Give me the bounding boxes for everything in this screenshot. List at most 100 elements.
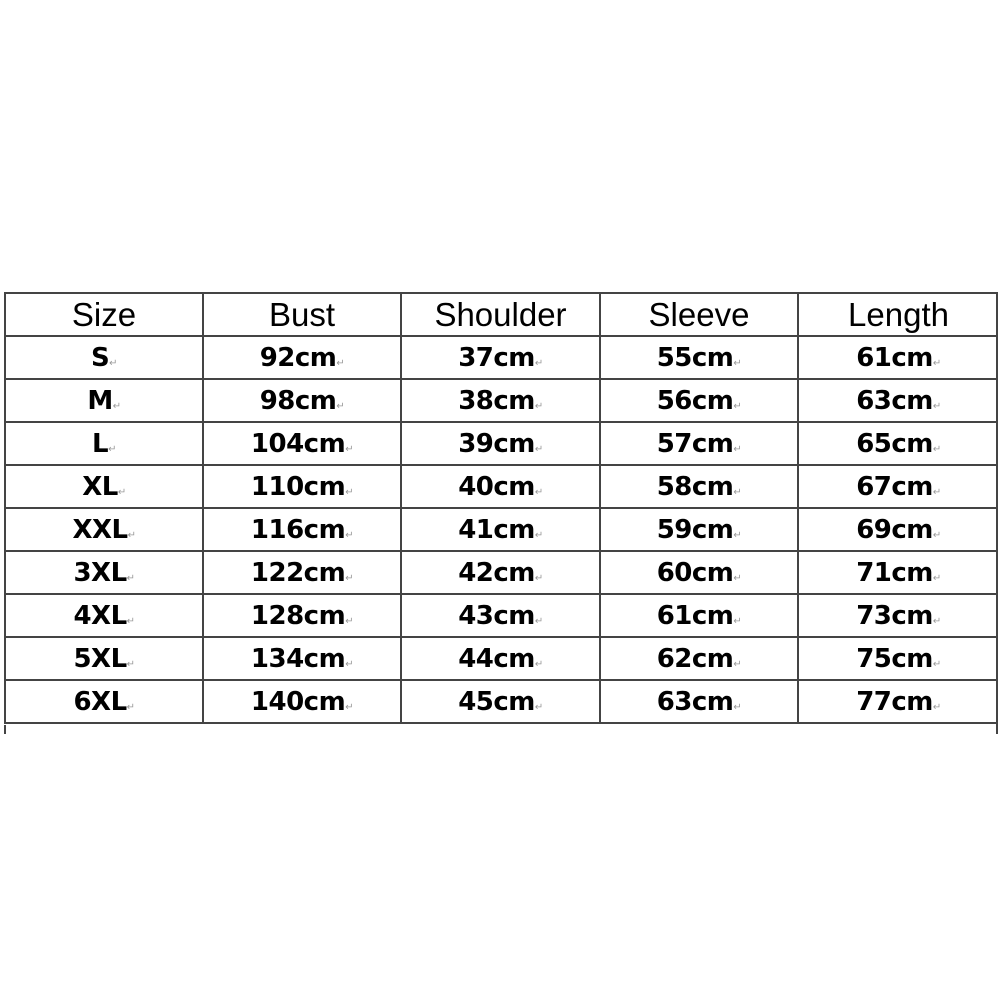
cell-value: 5XL: [73, 643, 127, 674]
table-cell-sleeve: 63cm↵: [599, 679, 799, 724]
table-cell-sleeve: 62cm↵: [599, 636, 799, 681]
table-cell-length: 63cm↵: [797, 378, 998, 423]
table-cell-shoulder: 41cm↵: [400, 507, 601, 552]
paragraph-mark-icon: ↵: [733, 400, 742, 412]
cell-value: 116cm: [250, 514, 346, 545]
paragraph-mark-icon: ↵: [345, 701, 354, 713]
cell-value: 98cm: [259, 385, 337, 416]
paragraph-mark-icon: ↵: [336, 357, 345, 369]
cell-value: 73cm: [856, 600, 933, 631]
table-cell-size: XXL↵: [4, 507, 204, 552]
cell-value: 58cm: [656, 471, 734, 502]
table-cell-shoulder: 43cm↵: [400, 593, 601, 638]
table-cell-length: 67cm↵: [797, 464, 998, 509]
paragraph-mark-icon: ↵: [733, 572, 742, 584]
paragraph-mark-icon: ↵: [534, 443, 543, 455]
paragraph-mark-icon: ↵: [112, 400, 121, 412]
paragraph-mark-icon: ↵: [345, 529, 354, 541]
table-cell-sleeve: 56cm↵: [599, 378, 799, 423]
paragraph-mark-icon: ↵: [534, 572, 543, 584]
paragraph-mark-icon: ↵: [733, 443, 742, 455]
cell-value: 63cm: [656, 686, 734, 717]
cell-value: 4XL: [73, 600, 127, 631]
table-cell-shoulder: 40cm↵: [400, 464, 601, 509]
table-cell-bust: 92cm↵: [202, 335, 402, 380]
paragraph-mark-icon: ↵: [733, 658, 742, 670]
cell-value: 104cm: [250, 428, 346, 459]
table-row: 5XL↵ 134cm ↵ 44cm↵ 62cm↵ 75cm ↵: [4, 636, 998, 681]
paragraph-mark-icon: ↵: [733, 615, 742, 627]
paragraph-mark-icon: ↵: [534, 529, 543, 541]
paragraph-mark-icon: ↵: [109, 357, 118, 369]
table-cell-shoulder: 42cm↵: [400, 550, 601, 595]
table-cell-size: 4XL↵: [4, 593, 204, 638]
cell-value: 122cm: [250, 557, 346, 588]
cell-value: 39cm: [458, 428, 535, 459]
table-cell-length: 69cm↵: [797, 507, 998, 552]
paragraph-mark-icon: ↵: [932, 572, 941, 584]
cell-value: 59cm: [656, 514, 734, 545]
table-cell-bust: 128cm↵: [202, 593, 402, 638]
cell-value: 140cm: [250, 686, 346, 717]
cell-value: 110cm: [250, 471, 346, 502]
paragraph-mark-icon: ↵: [126, 658, 135, 670]
table-cell-size: 5XL↵: [4, 636, 204, 681]
table-cell-length: 65cm↵: [797, 421, 998, 466]
paragraph-mark-icon: ↵: [932, 529, 941, 541]
cell-value: 65cm: [856, 428, 933, 459]
paragraph-mark-icon: ↵: [932, 400, 941, 412]
table-cell-shoulder: 44cm↵: [400, 636, 601, 681]
table-cell-size: M↵: [4, 378, 204, 423]
cell-value: 42cm: [458, 557, 535, 588]
cell-value: 67cm: [856, 471, 933, 502]
paragraph-mark-icon: ↵: [932, 615, 941, 627]
table-cell-size: XL↵: [4, 464, 204, 509]
table-row: S↵ 92cm↵ 37cm↵ 55cm↵ 61cm↵: [4, 335, 998, 380]
table-row: L↵ 104cm↵ 39cm↵ 57cm↵ 65cm↵: [4, 421, 998, 466]
paragraph-mark-icon: ↵: [534, 400, 543, 412]
paragraph-mark-icon: ↵: [345, 443, 354, 455]
table-cell-size: S↵: [4, 335, 204, 380]
table-cell-bust: 140cm↵: [202, 679, 402, 724]
cell-value: 55cm: [656, 342, 734, 373]
cell-value: 134cm: [250, 643, 346, 674]
paragraph-mark-icon: ↵: [534, 357, 543, 369]
table-left-border-extension: [4, 725, 6, 734]
cell-value: S: [90, 342, 110, 373]
cell-value: 3XL: [73, 557, 127, 588]
cell-value: 61cm: [856, 342, 933, 373]
table-row: 4XL↵ 128cm↵ 43cm↵ 61cm↵ 73cm↵: [4, 593, 998, 638]
cell-value: 56cm: [656, 385, 734, 416]
cell-value: 37cm: [458, 342, 535, 373]
table-row: XXL↵ 116cm↵ 41cm↵ 59cm↵ 69cm↵: [4, 507, 998, 552]
cell-value: 45cm: [458, 686, 535, 717]
table-row: M↵ 98cm↵ 38cm↵ 56cm↵ 63cm↵: [4, 378, 998, 423]
cell-value: 44cm: [458, 643, 535, 674]
table-cell-shoulder: 38cm↵: [400, 378, 601, 423]
table-cell-sleeve: 60cm↵: [599, 550, 799, 595]
cell-value: M: [87, 385, 113, 416]
cell-value: 6XL: [73, 686, 127, 717]
paragraph-mark-icon: ↵: [345, 572, 354, 584]
cell-value: L: [92, 428, 109, 459]
cell-value: 71cm: [856, 557, 933, 588]
cell-value: 92cm: [259, 342, 337, 373]
paragraph-mark-icon: ↵: [733, 486, 742, 498]
cell-value: 75cm: [856, 643, 933, 674]
cell-value: 63cm: [856, 385, 933, 416]
cell-value: 40cm: [458, 471, 535, 502]
paragraph-mark-icon: ↵: [932, 486, 941, 498]
table-right-border: [996, 292, 998, 734]
paragraph-mark-icon: ↵: [345, 486, 354, 498]
paragraph-mark-icon: ↵: [733, 701, 742, 713]
table-cell-length: 61cm↵: [797, 335, 998, 380]
table-cell-bust: 116cm↵: [202, 507, 402, 552]
table-cell-length: 71cm↵: [797, 550, 998, 595]
cell-value: 62cm: [656, 643, 734, 674]
column-header-bust: Bust: [202, 292, 402, 337]
paragraph-mark-icon: ↵: [127, 529, 136, 541]
table-cell-sleeve: 58cm↵: [599, 464, 799, 509]
table-cell-sleeve: 59cm↵: [599, 507, 799, 552]
cell-value: 57cm: [656, 428, 734, 459]
table-cell-bust: 122cm↵: [202, 550, 402, 595]
